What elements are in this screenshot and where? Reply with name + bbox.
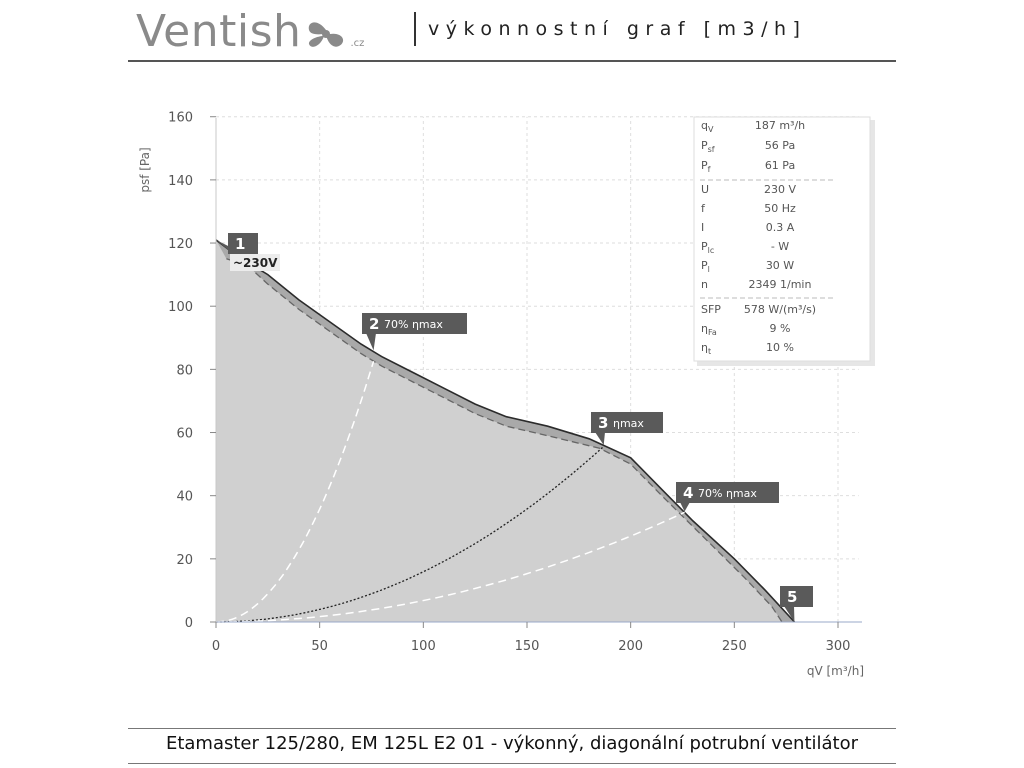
info-subscript: l <box>708 265 710 274</box>
badge-number: 2 <box>369 315 379 333</box>
operating-point-4: 4 70% ηmax <box>676 482 779 512</box>
y-tick-label: 120 <box>168 237 193 252</box>
operating-point-1: 1 ~230V <box>216 233 280 271</box>
operating-point-3: 3 ηmax <box>591 412 663 446</box>
header-title: výkonnostní graf [m3/h] <box>428 18 807 40</box>
header-rule <box>128 60 896 62</box>
x-tick-label: 100 <box>411 639 436 654</box>
badge-pointer <box>784 606 795 622</box>
info-value: 2349 1/min <box>749 278 812 291</box>
info-symbol: Pf <box>701 159 711 174</box>
info-symbol: ηt <box>701 341 711 356</box>
badge-number: 4 <box>683 484 693 502</box>
y-tick-label: 40 <box>176 490 193 505</box>
badge-background <box>676 482 779 503</box>
info-symbol: Pl <box>701 259 710 274</box>
badge-background <box>228 233 258 254</box>
operating-points: 1 ~230V 2 70% ηmax 3 ηmax 4 70% ηmax 5 <box>216 233 813 622</box>
badge-label: 70% ηmax <box>384 318 443 331</box>
info-value: 10 % <box>766 341 794 354</box>
x-tick-label: 250 <box>722 639 747 654</box>
info-value: 187 m³/h <box>755 119 805 132</box>
y-tick-label: 0 <box>185 616 193 631</box>
system-curve <box>215 445 605 623</box>
x-tick-label: 200 <box>618 639 643 654</box>
x-tick-label: 300 <box>826 639 851 654</box>
y-tick-label: 60 <box>176 427 193 442</box>
info-subscript: V <box>708 125 714 134</box>
info-value: 578 W/(m³/s) <box>744 303 816 316</box>
info-subscript: f <box>708 165 711 174</box>
operating-point-5: 5 <box>780 586 813 622</box>
info-symbol: U <box>701 183 709 196</box>
voltage-label: ~230V <box>233 256 278 270</box>
info-subscript: Fa <box>708 328 717 337</box>
info-panel-bg <box>693 116 871 362</box>
y-axis-label: psf [Pa] <box>138 147 152 192</box>
badge-number: 1 <box>235 235 245 253</box>
badge-number: 3 <box>598 414 608 432</box>
logo-tld: .cz <box>350 38 365 49</box>
badge-background <box>780 586 813 607</box>
x-tick-label: 150 <box>515 639 540 654</box>
info-value: 50 Hz <box>764 202 796 215</box>
info-value: 230 V <box>764 183 796 196</box>
info-value: 9 % <box>770 322 791 335</box>
info-subscript: t <box>708 347 711 356</box>
badge-number: 5 <box>787 588 797 606</box>
header-divider <box>414 12 416 46</box>
info-subscript: sf <box>708 145 715 154</box>
page-header: Ventish .cz výkonnostní graf [m3/h] <box>128 0 896 62</box>
info-value: 61 Pa <box>765 159 795 172</box>
system-curve <box>215 511 685 623</box>
footer-rule-top <box>128 728 896 729</box>
y-tick-label: 100 <box>168 300 193 315</box>
operating-area-fill <box>216 239 795 622</box>
y-tick-label: 80 <box>176 363 193 378</box>
axes <box>215 118 862 623</box>
badge-pointer <box>366 333 376 351</box>
x-tick-label: 0 <box>212 639 220 654</box>
badge-pointer <box>680 502 690 512</box>
badge-label: ηmax <box>613 417 644 430</box>
operating-area <box>216 239 795 622</box>
info-symbol: f <box>701 202 706 215</box>
x-tick-label: 50 <box>311 639 328 654</box>
system-curve <box>215 360 375 623</box>
voltage-label-bg <box>230 254 280 271</box>
curves <box>215 239 796 623</box>
y-tick-label: 160 <box>168 111 193 126</box>
badge-background <box>591 412 663 433</box>
tick-labels: 0 20 40 60 80 100 120 140 160 0 50 100 150 200 250 300 <box>168 111 850 654</box>
info-value: 0.3 A <box>766 221 795 234</box>
info-symbol: n <box>701 278 708 291</box>
max-performance-curve <box>215 239 796 623</box>
info-value: 30 W <box>766 259 794 272</box>
operating-point-2: 2 70% ηmax <box>362 313 467 351</box>
fan-logo-icon <box>309 22 344 47</box>
footer-rule-bottom <box>128 763 896 764</box>
badge-pointer <box>595 432 605 446</box>
info-value: 56 Pa <box>765 139 795 152</box>
x-axis-label: qV [m³/h] <box>807 664 864 678</box>
badge-label: 70% ηmax <box>698 487 757 500</box>
info-symbol: I <box>701 221 704 234</box>
dashed-performance-curve <box>226 258 783 623</box>
y-tick-label: 20 <box>176 553 193 568</box>
ventishop-logo: Ventish .cz <box>136 6 364 58</box>
info-subscript: lc <box>708 246 715 255</box>
info-symbol: SFP <box>701 303 721 316</box>
y-tick-label: 140 <box>168 174 193 189</box>
product-caption: Etamaster 125/280, EM 125L E2 01 - výkon… <box>165 733 859 754</box>
logo-text: Ventish <box>136 6 302 57</box>
info-value: - W <box>771 240 789 253</box>
badge-background <box>362 313 467 334</box>
